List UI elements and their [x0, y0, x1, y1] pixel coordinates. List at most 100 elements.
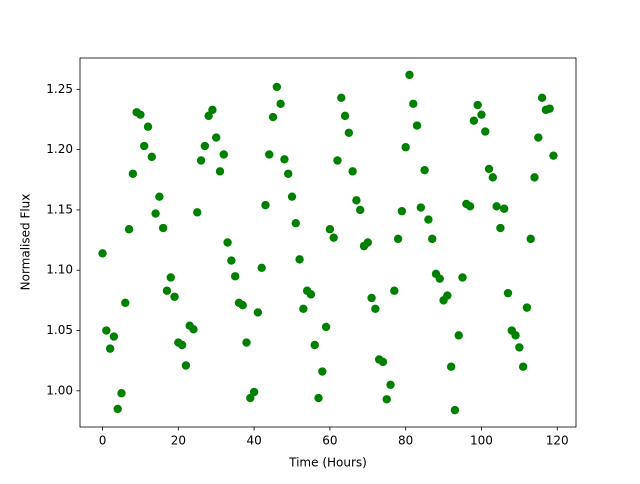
data-point: [409, 99, 418, 109]
y-tick-label: 1.10: [46, 263, 73, 277]
data-point: [477, 110, 486, 119]
data-point: [230, 272, 240, 281]
data-point: [534, 133, 543, 142]
data-point: [170, 292, 179, 301]
data-point: [181, 361, 191, 370]
data-point: [128, 169, 138, 178]
data-point: [291, 219, 300, 228]
data-point: [367, 293, 376, 303]
data-point: [98, 249, 107, 258]
data-point: [306, 290, 316, 299]
data-point: [537, 93, 547, 102]
y-tick-label: 1.25: [46, 82, 73, 96]
data-point: [492, 202, 501, 211]
y-axis-label: Normalised Flux: [19, 194, 33, 291]
data-point: [253, 308, 263, 317]
data-point: [177, 340, 187, 350]
data-point: [348, 167, 357, 176]
data-point: [223, 238, 232, 247]
data-point: [390, 286, 399, 295]
data-point: [272, 82, 282, 92]
data-point: [208, 105, 217, 115]
data-point: [246, 393, 255, 403]
data-point: [249, 387, 259, 397]
data-point: [386, 380, 395, 389]
x-tick-label: 20: [171, 434, 186, 448]
data-point: [121, 298, 130, 307]
data-point: [454, 331, 463, 340]
data-point: [446, 362, 456, 371]
plot-frame: [79, 57, 577, 428]
data-point: [265, 150, 274, 159]
data-point: [522, 303, 532, 312]
data-point: [416, 203, 426, 212]
data-point: [166, 273, 175, 282]
data-point: [325, 225, 335, 234]
data-point: [352, 196, 361, 205]
data-point: [443, 291, 452, 300]
x-tick-label: 100: [470, 434, 493, 448]
data-point: [484, 164, 494, 174]
data-point: [450, 405, 460, 415]
data-point: [268, 112, 278, 122]
data-point: [227, 256, 236, 265]
x-tick-label: 60: [322, 434, 337, 448]
data-point: [465, 202, 475, 211]
data-point: [397, 206, 407, 216]
y-tick-label: 1.20: [46, 142, 73, 156]
x-tick-label: 40: [246, 434, 261, 448]
data-point: [189, 325, 198, 334]
data-point: [204, 111, 213, 121]
x-tick-label: 120: [546, 434, 569, 448]
data-point: [405, 70, 414, 80]
data-point: [473, 100, 482, 110]
data-point: [310, 340, 319, 350]
data-point: [496, 223, 505, 233]
data-point: [287, 192, 297, 201]
y-tick-label: 1.05: [46, 323, 73, 337]
data-point: [344, 128, 354, 137]
data-point: [393, 234, 403, 244]
data-point: [193, 208, 202, 217]
y-tick-label: 1.15: [46, 202, 73, 216]
data-point: [420, 165, 429, 175]
data-point: [140, 141, 149, 151]
data-point: [382, 395, 391, 404]
y-tick-label: 1.00: [46, 383, 73, 397]
data-point: [499, 204, 509, 213]
data-point: [549, 151, 558, 160]
data-point: [276, 99, 285, 109]
data-point: [488, 173, 498, 182]
data-point: [511, 331, 520, 340]
data-point: [314, 393, 323, 403]
data-point: [280, 155, 289, 164]
data-point: [371, 304, 380, 314]
x-axis-label: Time (Hours): [288, 456, 367, 470]
data-point: [162, 286, 172, 295]
data-point: [329, 233, 338, 242]
data-point: [284, 169, 293, 178]
data-point: [113, 404, 122, 414]
data-point: [424, 215, 433, 224]
data-point: [530, 173, 539, 182]
data-point: [124, 225, 134, 234]
data-point: [242, 338, 251, 347]
data-point: [412, 121, 422, 130]
data-point: [102, 326, 111, 335]
data-point: [151, 209, 160, 218]
data-point: [212, 133, 221, 142]
data-point: [321, 322, 331, 332]
data-point: [261, 200, 270, 210]
x-tick-label: 80: [398, 434, 413, 448]
data-point: [378, 357, 388, 367]
data-point: [147, 152, 157, 162]
data-point: [318, 367, 327, 376]
data-point: [469, 116, 479, 125]
data-point: [337, 93, 346, 102]
data-point: [143, 122, 153, 131]
data-point: [295, 255, 304, 264]
data-point: [200, 141, 210, 151]
data-point: [363, 238, 372, 247]
